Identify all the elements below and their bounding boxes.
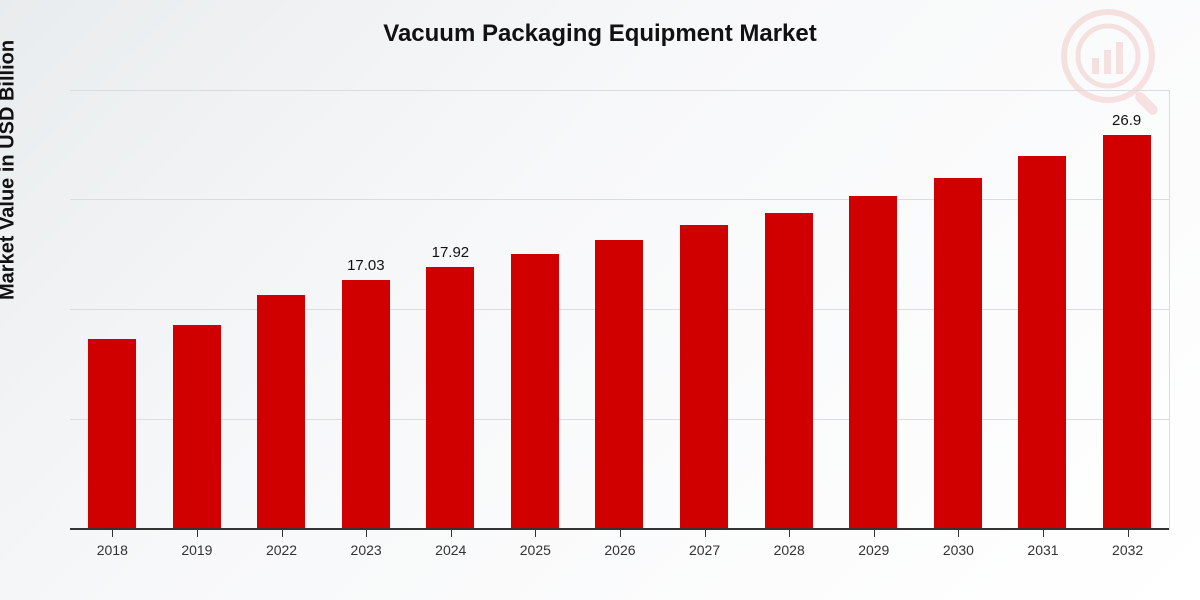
x-tick-label: 2026 bbox=[578, 530, 663, 570]
bar bbox=[493, 254, 578, 530]
bar-value-label: 17.92 bbox=[432, 244, 470, 261]
bar-rect bbox=[849, 196, 897, 530]
bars-container: 17.0317.9226.9 bbox=[70, 91, 1169, 530]
x-tick-label: 2027 bbox=[662, 530, 747, 570]
bar bbox=[662, 225, 747, 530]
bar bbox=[577, 240, 662, 530]
bar: 26.9 bbox=[1084, 135, 1169, 530]
y-axis-label: Market Value in USD Billion bbox=[0, 40, 20, 300]
bar bbox=[915, 178, 1000, 530]
bar bbox=[70, 339, 155, 530]
bar-value-label: 17.03 bbox=[347, 257, 385, 274]
bar-rect bbox=[257, 295, 305, 530]
bar-rect bbox=[426, 267, 474, 530]
x-tick-label: 2031 bbox=[1001, 530, 1086, 570]
x-tick-label: 2032 bbox=[1085, 530, 1170, 570]
bar-rect bbox=[1103, 135, 1151, 530]
x-axis-ticks: 2018201920222023202420252026202720282029… bbox=[70, 530, 1170, 570]
bar bbox=[155, 325, 240, 530]
bar-value-label: 26.9 bbox=[1112, 112, 1141, 129]
bar bbox=[746, 213, 831, 530]
bar bbox=[1000, 156, 1085, 530]
plot-area: 17.0317.9226.9 bbox=[70, 90, 1170, 530]
bar-rect bbox=[342, 280, 390, 530]
chart-canvas: Vacuum Packaging Equipment Market Market… bbox=[0, 0, 1200, 600]
x-tick-label: 2025 bbox=[493, 530, 578, 570]
bar-rect bbox=[1018, 156, 1066, 530]
bar bbox=[831, 196, 916, 530]
bar: 17.03 bbox=[324, 280, 409, 530]
bar-rect bbox=[680, 225, 728, 530]
bar-rect bbox=[511, 254, 559, 530]
bar-rect bbox=[595, 240, 643, 530]
x-tick-label: 2018 bbox=[70, 530, 155, 570]
x-tick-label: 2028 bbox=[747, 530, 832, 570]
bar: 17.92 bbox=[408, 267, 493, 530]
bar bbox=[239, 295, 324, 530]
x-tick-label: 2024 bbox=[408, 530, 493, 570]
x-tick-label: 2023 bbox=[324, 530, 409, 570]
bar-rect bbox=[765, 213, 813, 530]
x-tick-label: 2030 bbox=[916, 530, 1001, 570]
chart-title: Vacuum Packaging Equipment Market bbox=[0, 20, 1200, 48]
bar-rect bbox=[173, 325, 221, 530]
x-tick-label: 2022 bbox=[239, 530, 324, 570]
bar-rect bbox=[88, 339, 136, 530]
bar-rect bbox=[934, 178, 982, 530]
x-tick-label: 2029 bbox=[831, 530, 916, 570]
x-tick-label: 2019 bbox=[155, 530, 240, 570]
